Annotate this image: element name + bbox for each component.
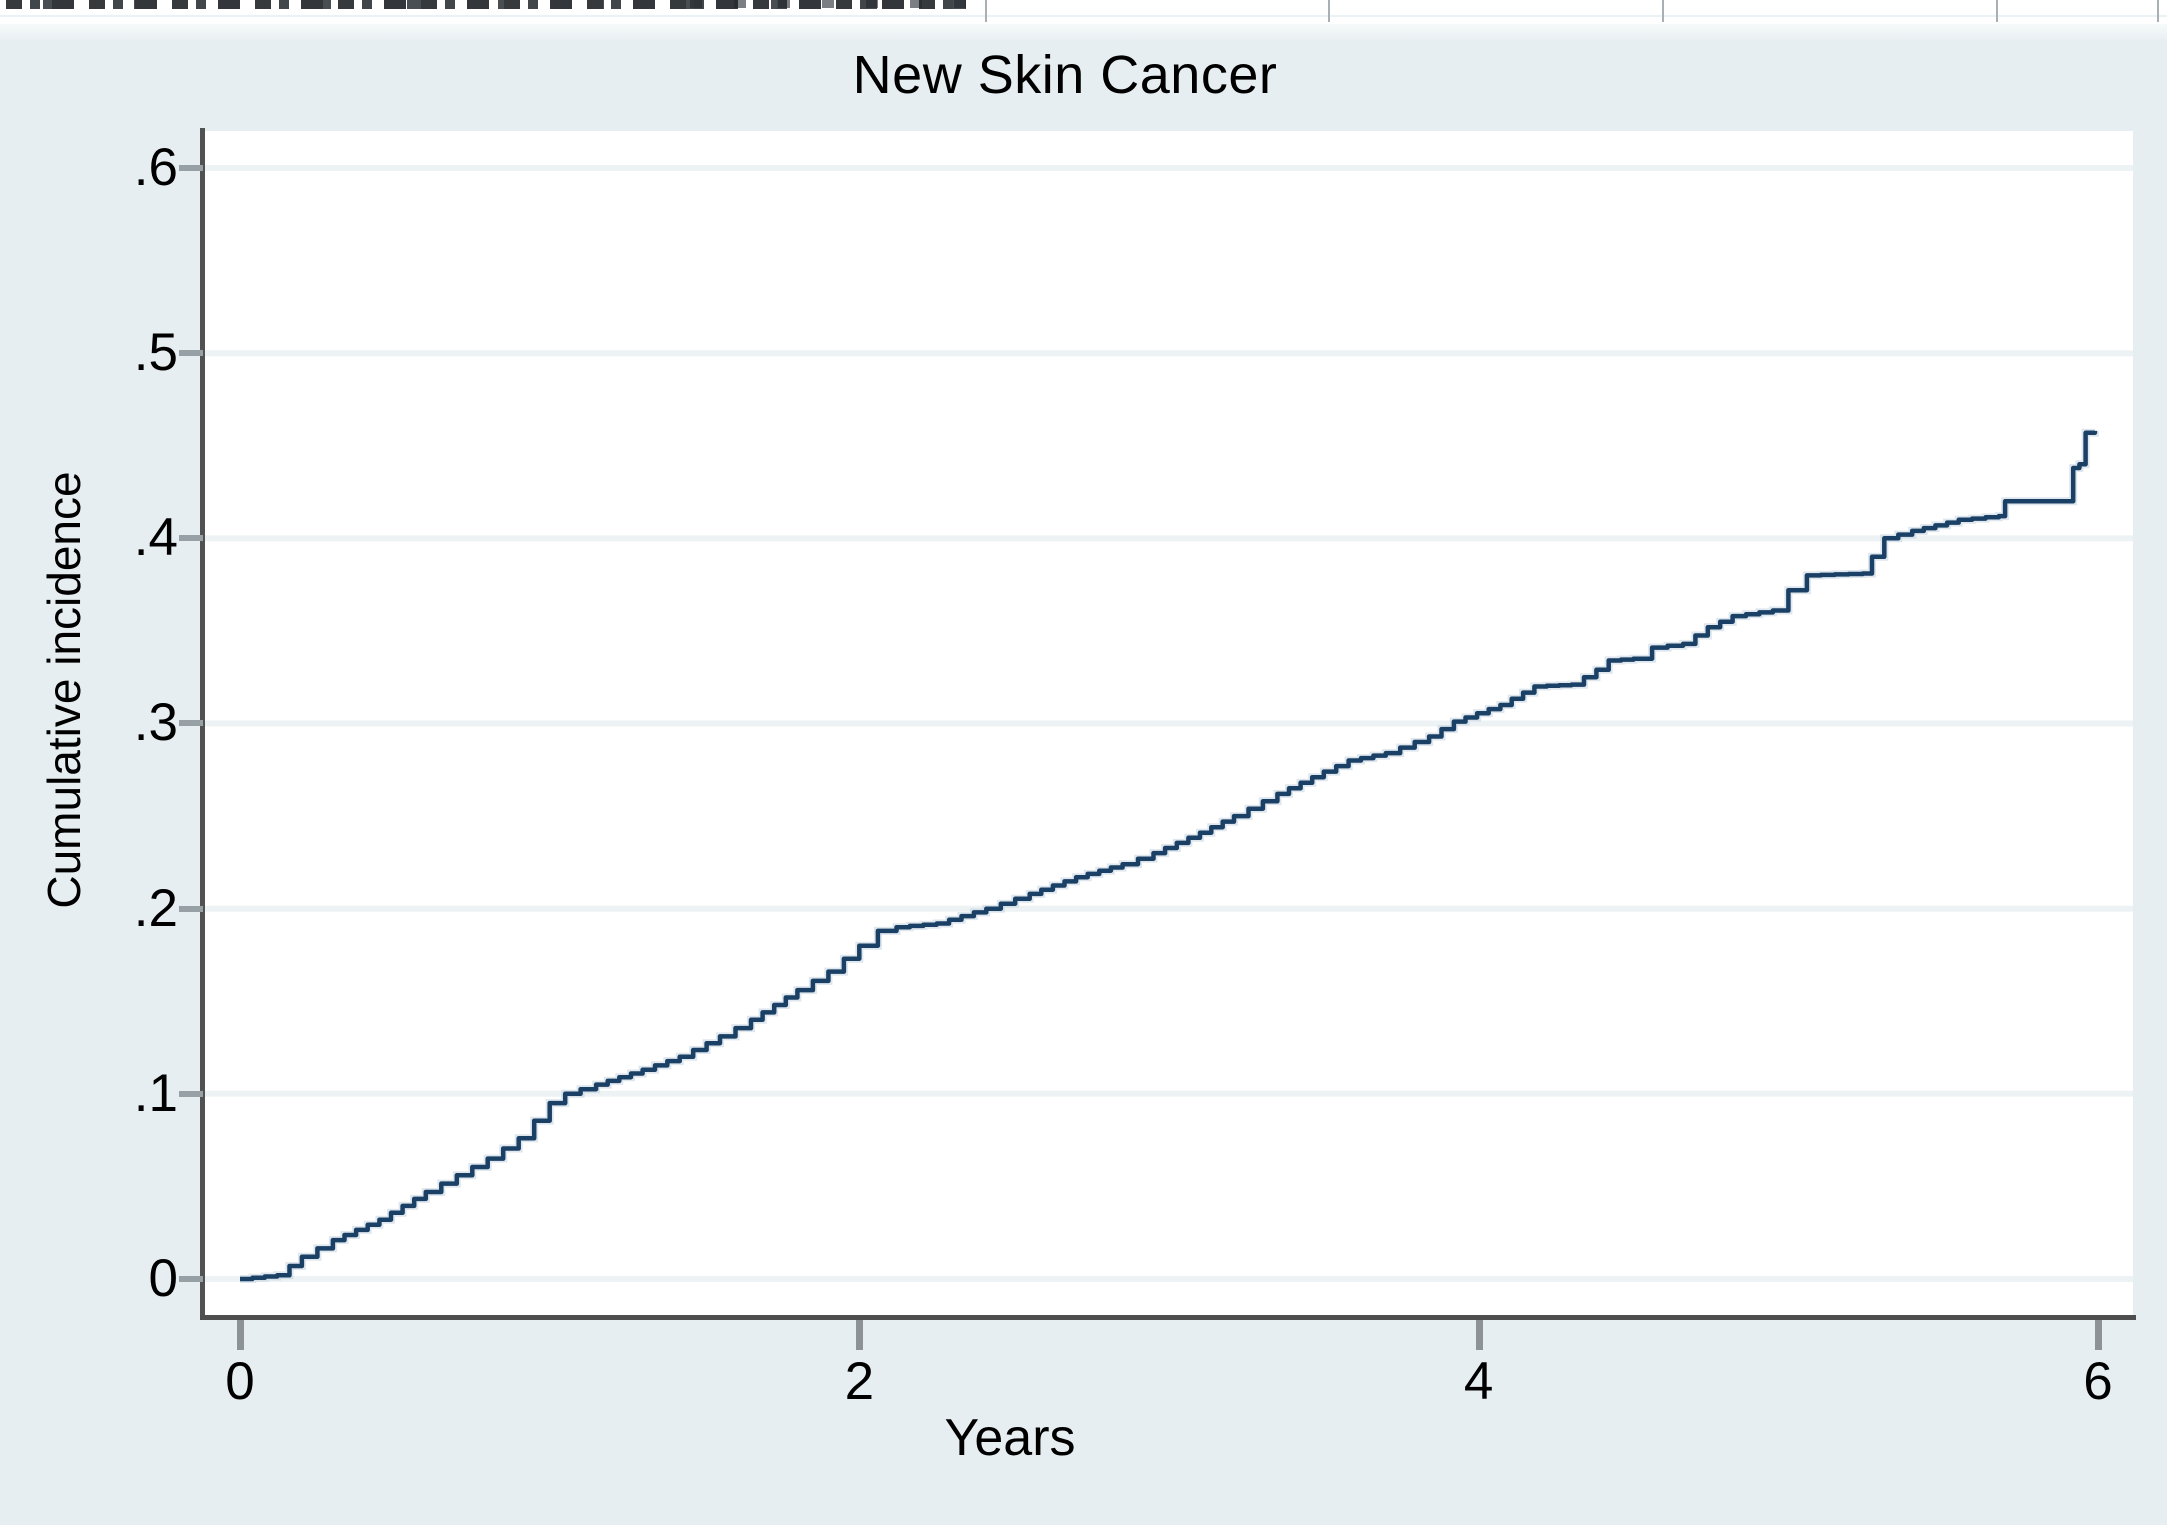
y-tick-label: .5 [133, 323, 178, 383]
x-tick-label: 0 [225, 1352, 255, 1411]
cropped-top-row [0, 0, 2167, 26]
top-row-divider [2157, 0, 2159, 22]
top-row-hairline [0, 15, 2167, 17]
top-row-divider [1996, 0, 1998, 22]
y-tick-label: .6 [133, 137, 178, 197]
x-tick-mark [237, 1320, 244, 1350]
x-tick-mark [2095, 1320, 2103, 1350]
y-tick-label: 0 [148, 1249, 178, 1308]
y-tick-mark [179, 350, 203, 357]
y-axis-title: Cumulative incidence [38, 471, 90, 909]
x-tick-mark [1475, 1320, 1483, 1350]
y-tick-label: .2 [133, 878, 178, 938]
cropped-text-fragments [690, 0, 980, 8]
chart-title: New Skin Cancer [852, 45, 1278, 105]
cropped-text-fragments [6, 0, 966, 9]
cumulative-incidence-curve-halo [240, 428, 2099, 1283]
y-tick-mark [179, 905, 203, 912]
gridlines [204, 165, 2133, 1282]
top-row-divider [1328, 0, 1330, 22]
x-tick-mark [856, 1320, 864, 1350]
plot-svg [204, 165, 2133, 1283]
y-tick-label: .3 [133, 693, 178, 753]
x-tick-label: 4 [1463, 1352, 1494, 1411]
y-tick-label: .1 [133, 1063, 178, 1123]
top-row-divider [1662, 0, 1664, 22]
y-tick-mark [179, 1276, 203, 1282]
x-axis-line [200, 1315, 2136, 1320]
top-row-divider [985, 0, 987, 22]
y-tick-mark [179, 720, 203, 727]
plot-region [204, 131, 2133, 1315]
x-tick-label: 2 [844, 1352, 875, 1411]
cumulative-incidence-curve [240, 430, 2098, 1282]
x-tick-label: 6 [2083, 1352, 2113, 1411]
x-axis-title: Years [944, 1409, 1076, 1467]
y-tick-mark [179, 535, 203, 542]
y-tick-mark [179, 164, 203, 171]
y-tick-mark [179, 1090, 203, 1097]
y-tick-label: .4 [133, 508, 178, 568]
